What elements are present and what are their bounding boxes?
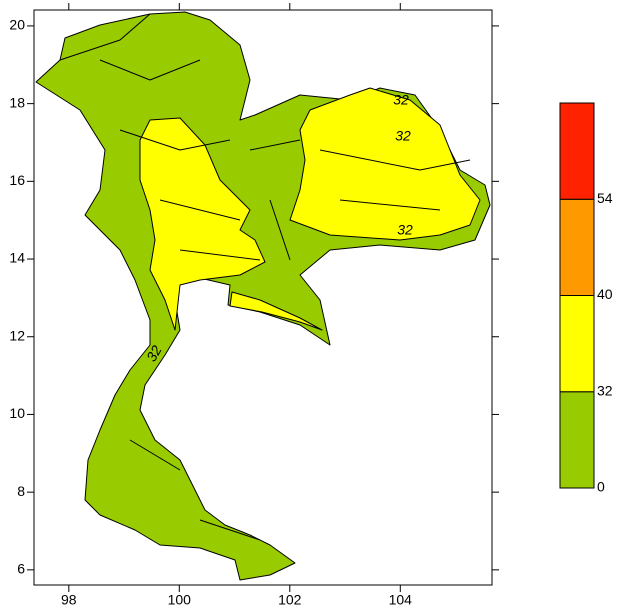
y-tick-label: 20	[9, 17, 25, 33]
yellow-region	[139, 117, 266, 331]
plot-frame	[33, 9, 493, 586]
colorbar-segment	[559, 391, 595, 489]
colorbar-label: 0	[597, 479, 605, 495]
y-tick-label: 10	[9, 405, 25, 421]
y-tick-label: 16	[9, 172, 25, 188]
x-tick-label: 100	[168, 592, 192, 608]
land-region	[35, 11, 491, 581]
yellow-region	[229, 291, 323, 331]
y-tick-label: 12	[9, 327, 25, 343]
y-tick-label: 14	[9, 250, 25, 266]
contour-label: 32	[143, 342, 165, 364]
x-tick-label: 104	[389, 592, 413, 608]
colorbar-segment	[559, 198, 595, 296]
yellow-region	[289, 87, 481, 241]
contour-label: 32	[393, 92, 409, 108]
country-map	[35, 11, 491, 581]
contour-label: 32	[397, 222, 413, 238]
x-tick-label: 98	[61, 592, 77, 608]
y-tick-label: 18	[9, 94, 25, 110]
colorbar-segment	[559, 295, 595, 393]
colorbar-label: 40	[597, 286, 613, 302]
province-borders	[59, 13, 471, 541]
y-tick-label: 6	[17, 561, 25, 577]
colorbar-segment	[559, 102, 595, 200]
contour-label: 32	[395, 128, 411, 144]
y-tick-label: 8	[17, 483, 25, 499]
colorbar-label: 32	[597, 382, 613, 398]
x-tick-label: 102	[278, 592, 302, 608]
colorbar-label: 54	[597, 190, 613, 206]
